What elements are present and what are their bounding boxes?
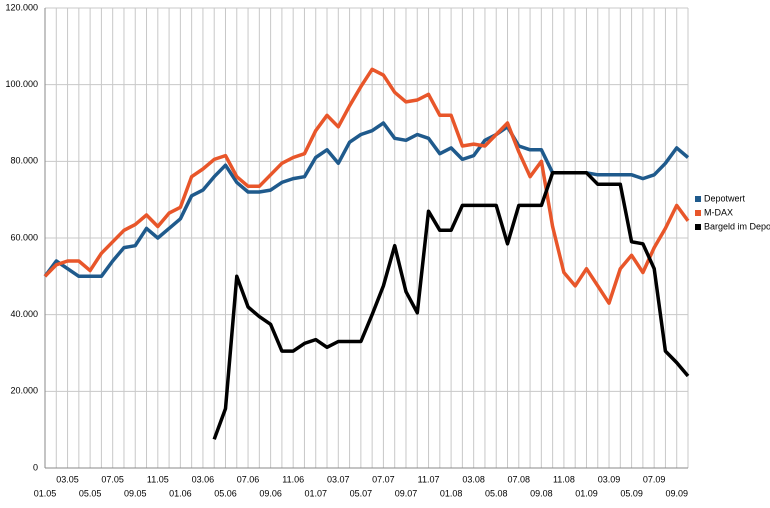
- legend-swatch: [695, 224, 701, 230]
- x-tick-label: 11.05: [147, 474, 169, 484]
- x-tick-label: 05.06: [214, 488, 237, 498]
- legend-swatch: [695, 210, 701, 216]
- x-tick-label: 09.05: [124, 488, 147, 498]
- x-tick-label: 01.08: [440, 488, 463, 498]
- x-tick-label: 11.06: [282, 474, 304, 484]
- x-tick-label: 05.05: [79, 488, 102, 498]
- y-tick-label: 20.000: [10, 386, 38, 396]
- x-tick-label: 05.07: [350, 488, 373, 498]
- x-tick-label: 11.07: [418, 474, 440, 484]
- x-tick-label: 01.06: [169, 488, 192, 498]
- series-line: [43, 121, 690, 279]
- x-tick-label: 03.08: [462, 474, 485, 484]
- series-line: [212, 171, 690, 440]
- x-tick-label: 07.07: [372, 474, 395, 484]
- x-tick-label: 07.06: [237, 474, 260, 484]
- x-tick-label: 03.09: [598, 474, 621, 484]
- x-tick-label: 07.09: [643, 474, 666, 484]
- x-tick-label: 03.06: [192, 474, 215, 484]
- y-tick-label: 40.000: [10, 309, 38, 319]
- x-tick-label: 09.07: [395, 488, 418, 498]
- x-tick-label: 01.09: [575, 488, 598, 498]
- x-tick-label: 11.08: [553, 474, 575, 484]
- x-tick-label: 07.05: [101, 474, 124, 484]
- legend-label: Depotwert: [704, 193, 746, 203]
- x-tick-label: 01.05: [34, 488, 57, 498]
- x-tick-label: 09.09: [665, 488, 688, 498]
- y-tick-label: 120.000: [5, 2, 38, 12]
- x-tick-label: 09.08: [530, 488, 553, 498]
- y-tick-label: 60.000: [10, 232, 38, 242]
- x-tick-label: 07.08: [508, 474, 531, 484]
- x-tick-label: 03.05: [56, 474, 79, 484]
- x-tick-label: 01.07: [304, 488, 327, 498]
- series-line: [43, 67, 690, 305]
- legend-label: Bargeld im Depot: [704, 221, 770, 231]
- y-tick-label: 100.000: [5, 79, 38, 89]
- y-tick-label: 80.000: [10, 156, 38, 166]
- x-tick-label: 05.09: [620, 488, 643, 498]
- x-tick-label: 09.06: [259, 488, 282, 498]
- x-tick-label: 05.08: [485, 488, 508, 498]
- x-tick-label: 03.07: [327, 474, 350, 484]
- y-tick-label: 0: [33, 462, 38, 472]
- legend-swatch: [695, 196, 701, 202]
- legend-label: M-DAX: [704, 207, 733, 217]
